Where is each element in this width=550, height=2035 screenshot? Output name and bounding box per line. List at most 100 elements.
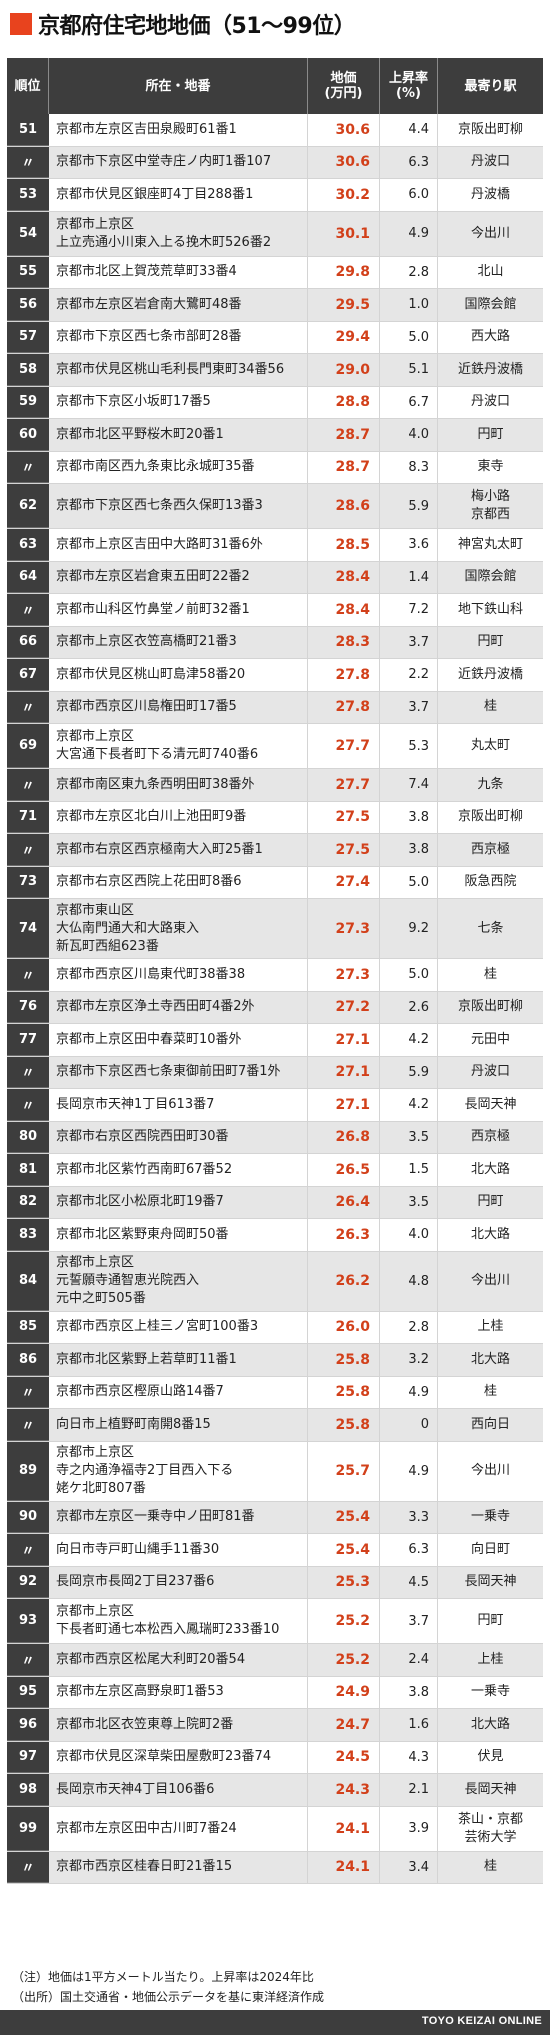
row-address: 京都市右京区西院西田町30番	[49, 1121, 308, 1153]
table-row: 96 京都市北区衣笠東尊上院町2番 24.7 1.6 北大路	[7, 1709, 543, 1742]
table-row: 73 京都市右京区西院上花田町8番6 27.4 5.0 阪急西院	[7, 866, 543, 899]
row-price: 29.8	[308, 256, 380, 288]
row-address: 京都市下京区西七条西久保町13番3	[49, 484, 308, 528]
col-header-rank: 順位	[7, 58, 49, 114]
row-address: 京都市右京区西院上花田町8番6	[49, 866, 308, 898]
row-rank: 〃	[7, 451, 49, 483]
table-row: 80 京都市右京区西院西田町30番 26.8 3.5 西京極	[7, 1121, 543, 1154]
row-address: 京都市上京区 大宮通下長者町下る清元町740番6	[49, 724, 308, 768]
row-station: 伏見	[477, 1749, 504, 1765]
table-row: 69 京都市上京区 大宮通下長者町下る清元町740番6 27.7 5.3 丸太町	[7, 724, 543, 769]
row-station: 北大路	[470, 1226, 510, 1242]
row-rate: 6.3	[380, 1534, 438, 1566]
row-rank: 〃	[7, 1534, 49, 1566]
row-price: 25.8	[308, 1344, 380, 1376]
row-station: 今出川	[438, 1251, 543, 1311]
row-price: 26.0	[308, 1311, 380, 1343]
footnote-source: （出所）国土交通省・地価公示データを基に東洋経済作成	[12, 1990, 325, 2004]
row-price: 24.3	[308, 1774, 380, 1806]
row-station: 茶山・京都 芸術大学	[457, 1811, 523, 1845]
row-rank: 66	[7, 626, 49, 658]
row-rate: 4.2	[380, 1089, 438, 1121]
table-row: 〃京都市西京区桂春日町21番15 24.1 3.4 桂	[7, 1851, 543, 1884]
row-address: 京都市上京区 元誓願寺通智恵光院西入 元中之町505番	[49, 1251, 308, 1311]
table-row: 54 京都市上京区 上立売通小川東入上る挽木町526番2 30.1 4.9 今出川	[7, 211, 543, 257]
row-rate: 3.5	[380, 1121, 438, 1153]
row-station: 桂	[438, 691, 543, 723]
row-price: 27.5	[308, 834, 380, 866]
row-address: 京都市左京区高野泉町1番53	[49, 1676, 308, 1708]
row-price: 25.8	[308, 1409, 380, 1441]
row-address: 京都市南区西九条東比永城町35番	[49, 451, 308, 483]
table-row: 55 京都市北区上賀茂荒草町33番4 29.8 2.8 北山	[7, 256, 543, 289]
row-price: 25.4	[308, 1501, 380, 1533]
table-row: 85 京都市西京区上桂三ノ宮町100番3 26.0 2.8 上桂	[7, 1311, 543, 1344]
row-rank: 55	[7, 256, 49, 288]
row-rate: 1.0	[380, 289, 438, 321]
row-price: 27.1	[308, 1089, 380, 1121]
row-rate: 4.0	[380, 1219, 438, 1251]
table-row: 89 京都市上京区 寺之内通浄福寺2丁目西入下る 姥ケ北町807番 25.7 4.9 今…	[7, 1441, 543, 1502]
page-header: 京都府住宅地地価（51〜99位）	[0, 0, 550, 48]
row-rate: 4.3	[380, 1741, 438, 1773]
row-price: 24.9	[308, 1676, 380, 1708]
table-row: 66 京都市上京区衣笠高橋町21番3 28.3 3.7 円町	[7, 626, 543, 659]
row-price: 28.3	[308, 626, 380, 658]
row-address: 京都市北区紫野上若草町11番1	[49, 1344, 308, 1376]
row-rate: 5.3	[380, 724, 438, 768]
row-rank: 〃	[7, 1089, 49, 1121]
table-row: 99 京都市左京区田中古川町7番24 24.1 3.9 茶山・京都 芸術大学	[7, 1806, 543, 1852]
row-rank: 98	[7, 1774, 49, 1806]
row-address: 京都市北区小松原北町19番7	[49, 1186, 308, 1218]
row-rate: 3.9	[380, 1806, 438, 1851]
row-station: 七条	[438, 899, 543, 958]
table-row: 95 京都市左京区高野泉町1番53 24.9 3.8 一乗寺	[7, 1676, 543, 1709]
row-station: 一乗寺	[438, 1501, 543, 1533]
row-price: 28.7	[308, 419, 380, 451]
row-station: 梅小路 京都西	[438, 484, 543, 528]
table-row: 77 京都市上京区田中春菜町10番外 27.1 4.2 元田中	[7, 1024, 543, 1057]
table-row: 98 長岡京市天神4丁目106番6 24.3 2.1 長岡天神	[7, 1774, 543, 1807]
table-body: 51 京都市左京区吉田泉殿町61番1 30.6 4.4 京阪出町柳〃京都市下京区中堂寺庄…	[7, 114, 543, 1884]
row-rate: 4.8	[380, 1251, 438, 1311]
row-address: 長岡京市天神4丁目106番6	[49, 1774, 308, 1806]
row-rank: 57	[7, 321, 49, 353]
table-row: 71 京都市左京区北白川上池田町9番 27.5 3.8 京阪出町柳	[7, 801, 543, 834]
row-price: 27.4	[308, 866, 380, 898]
row-rank: 80	[7, 1121, 49, 1153]
row-rank: 〃	[7, 594, 49, 626]
row-rate: 3.8	[380, 1676, 438, 1708]
row-station: 近鉄丹波橋	[438, 354, 543, 386]
row-address: 京都市下京区中堂寺庄ノ内町1番107	[49, 146, 308, 178]
table-row: 56 京都市左京区岩倉南大鷺町48番 29.5 1.0 国際会館	[7, 289, 543, 322]
row-rank: 69	[7, 724, 49, 768]
row-station: 西京極	[438, 834, 543, 866]
table-row: 58 京都市伏見区桃山毛利長門東町34番56 29.0 5.1 近鉄丹波橋	[7, 354, 543, 387]
row-rate: 2.6	[380, 991, 438, 1023]
row-address: 京都市西京区上桂三ノ宮町100番3	[49, 1311, 308, 1343]
row-rate: 6.7	[380, 386, 438, 418]
row-station: 神宮丸太町	[457, 536, 523, 552]
row-address: 京都市左京区一乗寺中ノ田町81番	[49, 1501, 308, 1533]
row-rank: 77	[7, 1024, 49, 1056]
row-station: 京阪出町柳	[457, 121, 523, 137]
table-row: 〃京都市山科区竹鼻堂ノ前町32番1 28.4 7.2 地下鉄山科	[7, 594, 543, 627]
row-price: 28.7	[308, 451, 380, 483]
row-price: 25.2	[308, 1644, 380, 1676]
row-rate: 3.8	[380, 834, 438, 866]
row-rate: 9.2	[380, 899, 438, 958]
row-station: 一乗寺	[470, 1684, 510, 1700]
row-station: 丹波橋	[470, 186, 510, 202]
table-row: 84 京都市上京区 元誓願寺通智恵光院西入 元中之町505番 26.2 4.8 今出川	[7, 1251, 543, 1312]
footnotes: （注）地価は1平方メートル当たり。上昇率は2024年比 （出所）国土交通省・地価…	[12, 1967, 324, 2007]
table-row: 57 京都市下京区西七条市部町28番 29.4 5.0 西大路	[7, 321, 543, 354]
row-rate: 4.9	[380, 1376, 438, 1408]
row-rank: 59	[7, 386, 49, 418]
row-station: 地下鉄山科	[457, 601, 523, 617]
row-address: 向日市寺戸町山縄手11番30	[49, 1534, 308, 1566]
row-station: 桂	[438, 1851, 543, 1883]
row-rate: 3.4	[380, 1851, 438, 1883]
row-address: 京都市北区紫野東舟岡町50番	[49, 1219, 308, 1251]
row-price: 24.1	[308, 1806, 380, 1851]
row-station: 阪急西院	[464, 874, 517, 890]
